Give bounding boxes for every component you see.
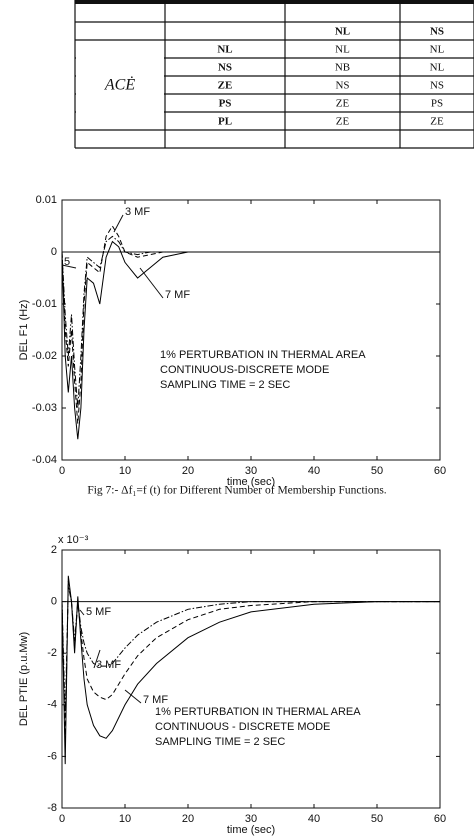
row-label: PL <box>218 116 232 128</box>
table-header: NS <box>430 26 444 38</box>
x-tick-label: 10 <box>119 813 131 825</box>
annotation: 5 <box>64 256 70 268</box>
annotation-arrow <box>124 689 142 704</box>
series-line <box>61 585 440 718</box>
annotation: 7 MF <box>143 694 168 706</box>
plot-note: SAMPLING TIME = 2 SEC <box>160 379 290 391</box>
axis-multiplier: x 10⁻³ <box>58 534 89 546</box>
x-tick-label: 40 <box>308 813 320 825</box>
plot-note: SAMPLING TIME = 2 SEC <box>155 736 285 748</box>
y-axis-label: DEL F1 (Hz) <box>18 300 30 361</box>
x-tick-label: 60 <box>434 813 446 825</box>
x-tick-label: 50 <box>371 813 383 825</box>
figure-caption: Fig 7:- Δf₁=f (t) for Different Number o… <box>87 485 386 497</box>
plot-frame <box>61 199 441 461</box>
table-cell: NS <box>335 80 349 92</box>
row-label: NL <box>217 44 232 56</box>
row-label: NS <box>218 62 232 74</box>
x-tick-label: 10 <box>119 465 131 477</box>
y-tick-label: 0 <box>51 246 57 258</box>
table-cell: ZE <box>336 98 350 110</box>
table-cell: ZE <box>430 116 444 128</box>
plot-note: 1% PERTURBATION IN THERMAL AREA <box>155 706 361 718</box>
y-tick-label: 0.01 <box>36 194 57 206</box>
plot-note: 1% PERTURBATION IN THERMAL AREA <box>160 349 366 361</box>
y-tick-label: 0 <box>51 596 57 608</box>
plot-note: CONTINUOUS-DISCRETE MODE <box>160 364 329 376</box>
annotation-arrow <box>139 267 164 299</box>
y-tick-label: -4 <box>47 699 57 711</box>
table-cell: ZE <box>336 116 350 128</box>
series-line <box>61 240 440 440</box>
table-cell: NB <box>335 62 350 74</box>
table-header: NL <box>335 26 350 38</box>
annotation-arrow <box>79 609 85 616</box>
y-tick-label: -0.02 <box>32 350 57 362</box>
table-cell: NL <box>335 44 350 56</box>
y-tick-label: -8 <box>47 802 57 814</box>
table-cell: NL <box>430 44 445 56</box>
series-line <box>61 575 440 765</box>
table-cell: NS <box>430 80 444 92</box>
y-tick-label: -0.03 <box>32 402 57 414</box>
x-tick-label: 40 <box>308 465 320 477</box>
y-tick-label: 2 <box>51 544 57 556</box>
annotation: 7 MF <box>165 289 190 301</box>
x-axis-label: time (sec) <box>227 476 275 488</box>
x-tick-label: 20 <box>182 813 194 825</box>
x-axis-label: time (sec) <box>227 824 275 836</box>
y-tick-label: -6 <box>47 750 57 762</box>
annotation-arrow <box>61 264 77 269</box>
plot-frame <box>61 549 441 809</box>
series-line <box>61 580 440 744</box>
plot-note: CONTINUOUS - DISCRETE MODE <box>155 721 330 733</box>
annotation-arrow <box>93 649 101 669</box>
row-label: ZE <box>218 80 233 92</box>
row-label: PS <box>219 98 232 110</box>
x-tick-label: 60 <box>434 465 446 477</box>
x-tick-label: 0 <box>59 465 65 477</box>
x-tick-label: 50 <box>371 465 383 477</box>
group-label: ACĖ <box>104 76 135 94</box>
x-tick-label: 0 <box>59 813 65 825</box>
y-tick-label: -2 <box>47 647 57 659</box>
table-merge <box>76 41 164 129</box>
series-line <box>61 225 440 424</box>
y-tick-label: -0.04 <box>32 454 57 466</box>
y-tick-label: -0.01 <box>32 298 57 310</box>
table-cell: PS <box>431 98 443 110</box>
x-tick-label: 30 <box>245 813 257 825</box>
annotation: 3 MF <box>96 659 121 671</box>
x-tick-label: 30 <box>245 465 257 477</box>
annotation: 3 MF <box>125 206 150 218</box>
table-cell: NL <box>430 62 445 74</box>
table-top-bar <box>75 0 474 4</box>
annotation-arrow <box>113 214 124 233</box>
x-tick-label: 20 <box>182 465 194 477</box>
y-axis-label: DEL PTIE (p.u.Mw) <box>18 632 30 726</box>
annotation: 5 MF <box>86 606 111 618</box>
